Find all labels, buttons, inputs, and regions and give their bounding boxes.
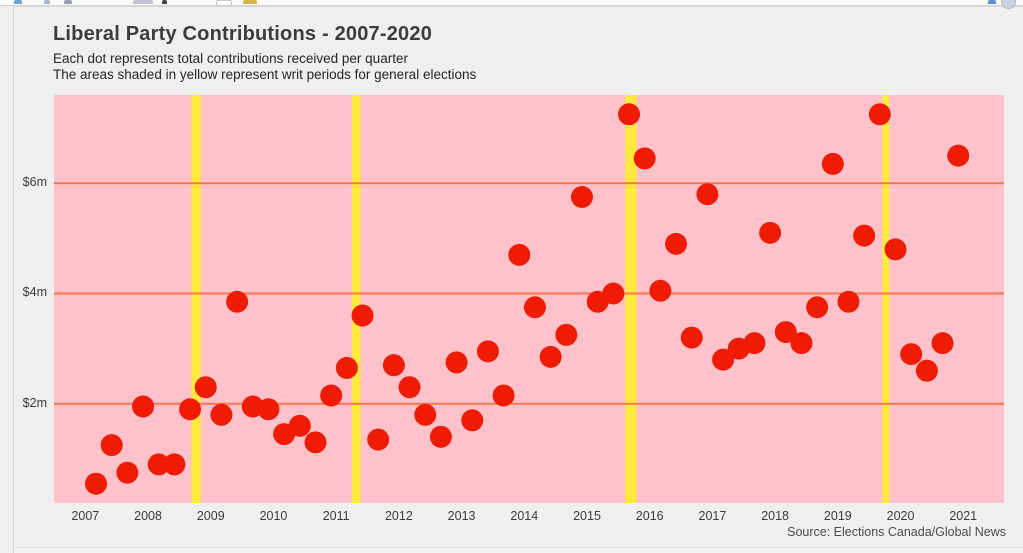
data-point[interactable] [367,428,390,451]
x-axis-label: 2009 [196,509,225,523]
data-point[interactable] [194,376,217,399]
toolbar-icon-pill[interactable] [133,0,153,4]
data-point[interactable] [696,183,719,206]
writ-period-band [351,95,361,503]
x-axis-label: 2015 [573,509,601,523]
data-point[interactable] [210,403,233,426]
plot-area [54,95,1004,503]
data-point[interactable] [837,290,860,313]
data-point[interactable] [743,332,766,355]
chart-subtitle-line2: The areas shaded in yellow represent wri… [53,67,477,82]
data-point[interactable] [555,323,578,346]
data-point[interactable] [100,434,123,457]
data-point[interactable] [618,103,641,126]
x-axis-label: 2007 [71,509,100,523]
data-point[interactable] [947,144,970,167]
writ-period-band [191,95,201,503]
data-point[interactable] [304,431,327,454]
data-point[interactable] [398,376,421,399]
x-axis-label: 2020 [886,509,915,523]
data-point[interactable] [429,425,452,448]
x-axis-label: 2017 [698,509,727,523]
x-axis-label: 2010 [259,509,288,523]
x-axis-label: 2014 [510,509,539,523]
data-point[interactable] [570,186,593,208]
data-point[interactable] [712,348,735,371]
data-point[interactable] [85,472,108,495]
data-point[interactable] [335,356,358,379]
x-axis-label: 2011 [322,509,350,523]
data-point[interactable] [288,414,311,437]
toolbar-icon-blue[interactable] [14,0,22,4]
toolbar-icon-blue-right[interactable] [988,0,996,4]
data-point[interactable] [163,453,186,476]
data-point[interactable] [320,384,343,407]
data-point[interactable] [492,384,515,407]
data-point[interactable] [915,359,938,382]
data-point[interactable] [853,224,876,247]
x-axis-label: 2012 [384,509,413,523]
source-credit: Source: Elections Canada/Global News [787,525,1006,539]
data-point[interactable] [759,221,782,244]
data-point[interactable] [382,354,405,377]
x-axis-label: 2008 [134,509,162,523]
toolbar-icon-dark[interactable] [162,0,167,4]
data-point[interactable] [868,103,891,126]
toolbar-icon-gray-1[interactable] [44,0,50,4]
y-axis-label: $4m [22,285,47,300]
data-point[interactable] [147,453,170,476]
data-point[interactable] [821,152,844,175]
browser-toolbar [0,0,1023,6]
data-point[interactable] [414,403,437,426]
data-point[interactable] [132,395,155,418]
x-axis-label: 2016 [635,509,664,523]
chart-subtitle-line1: Each dot represents total contributions … [53,51,408,66]
data-point[interactable] [508,243,531,266]
data-point[interactable] [445,351,468,374]
data-point[interactable] [774,321,797,344]
data-point[interactable] [226,290,249,313]
data-point[interactable] [665,232,688,255]
data-point[interactable] [179,398,202,421]
x-axis-label: 2018 [761,509,790,523]
writ-period-band [625,95,637,503]
window-bottom-edge [14,547,1023,553]
data-point[interactable] [602,282,625,305]
data-point[interactable] [539,345,562,368]
data-point[interactable] [884,238,907,261]
data-point[interactable] [680,326,703,349]
data-point[interactable] [116,461,139,484]
data-point[interactable] [351,304,374,327]
y-axis-label: $6m [22,175,47,190]
x-axis-label: 2021 [949,509,978,523]
data-point[interactable] [476,340,499,363]
chart-subtitle: Each dot represents total contributions … [53,51,476,83]
x-axis-label: 2019 [823,509,852,523]
writ-period-band [882,95,890,503]
data-point[interactable] [523,296,546,319]
scatter-plot [54,95,1004,503]
x-axis-label: 2013 [447,509,476,523]
data-point[interactable] [649,279,672,302]
chart-card: Liberal Party Contributions - 2007-2020 … [13,6,1023,553]
data-point[interactable] [806,296,829,319]
toolbar-icon-box[interactable] [216,0,232,6]
toolbar-icon-gray-2[interactable] [64,0,72,4]
data-point[interactable] [931,332,954,355]
data-point[interactable] [633,147,656,170]
page-title: Liberal Party Contributions - 2007-2020 [53,23,433,45]
toolbar-icon-tan[interactable] [243,0,257,4]
data-point[interactable] [257,398,280,421]
data-point[interactable] [461,409,484,432]
data-point[interactable] [900,343,923,366]
data-point[interactable] [790,332,813,355]
y-axis-label: $2m [22,395,47,410]
